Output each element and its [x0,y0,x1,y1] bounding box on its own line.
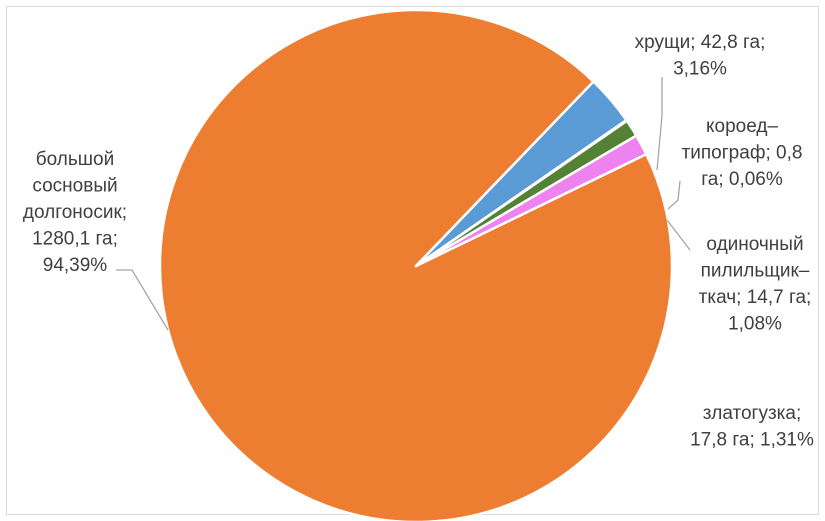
data-label-zlatoguzka: златогузка; 17,8 га; 1,31% [690,403,814,451]
data-label-line: 1,08% [728,314,782,335]
data-label-line: короед– [706,116,778,137]
data-label-line: типограф; 0,8 [682,143,803,164]
data-label-odinochny-pililshchik-tkach: одиночный пилильщик– ткач; 14,7 га; 1,08% [699,234,812,335]
data-label-line: большой [36,149,114,170]
data-label-line: 1280,1 га; [32,229,118,250]
data-label-koroed-tipograf: короед– типограф; 0,8 га; 0,06% [682,116,803,190]
leader-lines [116,77,691,331]
data-labels: большой сосновый долгоносик; 1280,1 га; 94,3… [23,32,814,451]
data-label-line: 3,16% [673,59,727,80]
data-label-line: златогузка; [703,403,802,424]
data-label-line: ткач; 14,7 га; [699,287,812,308]
data-label-line: долгоносик; [23,202,127,223]
data-label-bolshoy-sosnovy-dolgonosik: большой сосновый долгоносик; 1280,1 га; 94,3… [23,149,127,276]
leader-line-koroed-tipograf [667,180,681,210]
data-label-line: пилильщик– [701,261,810,282]
leader-line-odinochny-pililshchik-tkach [666,219,691,251]
leader-line-bolshoy-sosnovy-dolgonosik [116,269,169,331]
data-label-line: сосновый [32,176,117,197]
data-label-line: га; 0,06% [701,169,783,190]
pie-slice-zlatoguzka [414,134,648,268]
pie-slices [158,8,674,521]
data-label-khrushchi: хрущи; 42,8 га; 3,16% [635,32,766,80]
data-label-line: хрущи; 42,8 га; [635,32,766,53]
data-label-line: 17,8 га; 1,31% [690,430,814,451]
data-label-line: 94,39% [43,255,108,276]
data-label-line: одиночный [706,234,803,255]
leader-line-khrushchi [656,77,663,171]
